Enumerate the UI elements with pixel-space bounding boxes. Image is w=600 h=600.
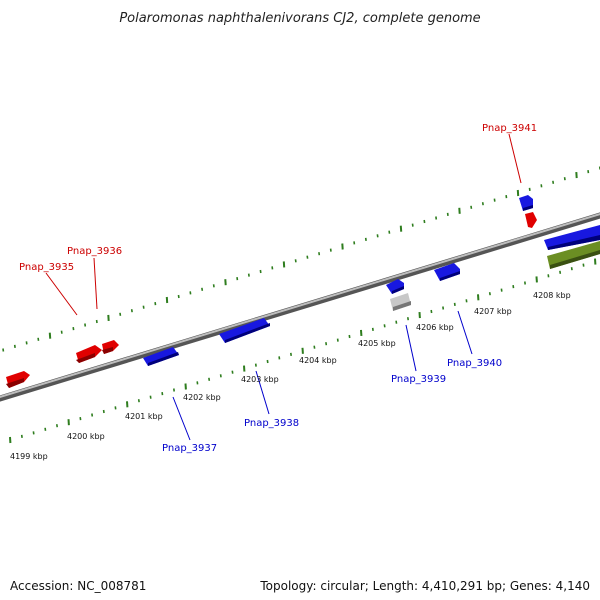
gene-arrow-reverse-shade — [548, 235, 600, 250]
map-title: Polaromonas naphthalenivorans CJ2, compl… — [119, 11, 480, 26]
gene-label-pnap-3935[interactable]: Pnap_3935 — [19, 262, 74, 273]
kbp-label: 4205 kbp — [358, 339, 396, 348]
leader-pnap-3935 — [45, 272, 78, 316]
kbp-label: 4199 kbp — [10, 452, 48, 461]
gene-label-pnap-3939[interactable]: Pnap_3939 — [391, 374, 446, 385]
lower-tick-track — [9, 258, 597, 444]
kbp-label: 4202 kbp — [183, 393, 221, 402]
kbp-label: 4204 kbp — [299, 356, 337, 365]
gene-arrow-pnap-3937-shade — [148, 352, 179, 366]
gene-arrow-pnap-3941-partner-shade — [523, 205, 533, 211]
gene-label-pnap-3940[interactable]: Pnap_3940 — [447, 358, 502, 369]
gene-labels: Pnap_3935 Pnap_3936 Pnap_3941 Pnap_3937 … — [19, 123, 537, 454]
gene-arrow-pnap-3935-shade — [76, 353, 95, 363]
kbp-label: 4206 kbp — [416, 323, 454, 332]
kbp-label: 4200 kbp — [67, 432, 105, 441]
rna-feature-block-shade — [550, 250, 600, 269]
gene-arrow-forward[interactable] — [6, 378, 24, 388]
gene-arrow-pnap-3936-shade — [102, 347, 113, 354]
leader-pnap-3939 — [405, 324, 417, 372]
leader-pnap-3940 — [457, 310, 473, 355]
leader-pnap-3937 — [172, 396, 191, 441]
leader-pnap-3941 — [508, 133, 522, 184]
kbp-label: 4207 kbp — [474, 307, 512, 316]
gene-arrow-reverse[interactable] — [544, 225, 600, 250]
leader-pnap-3936 — [93, 257, 98, 310]
gene-arrow-pnap-3940-shade — [440, 271, 460, 281]
accession-text: Accession: NC_008781 — [10, 579, 147, 593]
genome-summary-text: Topology: circular; Length: 4,410,291 bp… — [260, 579, 590, 593]
kbp-labels: 4199 kbp 4200 kbp 4201 kbp 4202 kbp 4203… — [10, 291, 571, 461]
kbp-label: 4201 kbp — [125, 412, 163, 421]
gene-arrow-pnap-3938-shade — [225, 323, 270, 343]
forward-strand-genes — [6, 212, 537, 388]
gene-label-pnap-3936[interactable]: Pnap_3936 — [67, 246, 122, 257]
genome-backbone-highlight — [0, 212, 600, 399]
gene-arrow-pnap-3940[interactable] — [434, 263, 460, 281]
upper-tick-track — [2, 166, 600, 352]
pseudo-gene-block-shade — [393, 301, 411, 311]
reverse-strand-genes — [143, 195, 600, 366]
gene-arrow-pnap-3938[interactable] — [219, 318, 270, 343]
gene-label-pnap-3938[interactable]: Pnap_3938 — [244, 418, 299, 429]
gene-arrow-pnap-3937[interactable] — [143, 347, 179, 366]
gene-label-pnap-3941[interactable]: Pnap_3941 — [482, 123, 537, 134]
leader-pnap-3938 — [255, 370, 270, 415]
gene-arrow-pnap-3941[interactable] — [525, 212, 537, 228]
gene-arrow-pnap-3939-shade — [392, 286, 404, 294]
genome-backbone — [0, 212, 600, 402]
kbp-label: 4208 kbp — [533, 291, 571, 300]
kbp-label: 4203 kbp — [241, 375, 279, 384]
gene-label-pnap-3937[interactable]: Pnap_3937 — [162, 443, 217, 454]
